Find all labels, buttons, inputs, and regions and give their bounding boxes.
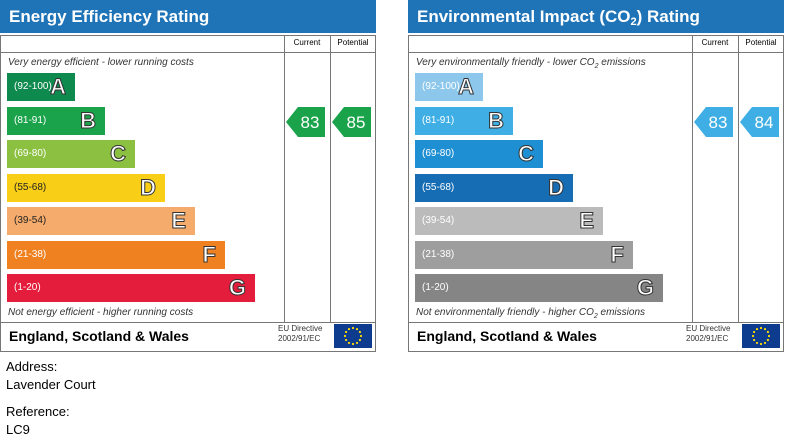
- eu-flag-icon: [742, 324, 780, 348]
- chart-frame: Current Potential Very environmentally f…: [408, 35, 784, 352]
- chart-frame: Current Potential Very energy efficient …: [0, 35, 376, 352]
- potential-rating-arrow: 85: [332, 106, 371, 137]
- band-letter: F: [202, 241, 216, 267]
- band-d: (55-68) D: [415, 173, 573, 202]
- environmental-impact-chart: Environmental Impact (CO2) Rating Curren…: [408, 0, 784, 352]
- chart-title: Energy Efficiency Rating: [0, 0, 376, 33]
- band-e: (39-54) E: [415, 207, 603, 235]
- band-c: (69-80) C: [7, 140, 135, 168]
- band-letter: E: [171, 208, 187, 234]
- band-range: (39-54): [14, 215, 47, 226]
- address-value: Lavender Court: [6, 377, 96, 392]
- band-g: (1-20) G: [415, 274, 663, 302]
- chart-title: Environmental Impact (CO2) Rating: [408, 0, 784, 33]
- reference-value: LC9: [6, 422, 30, 437]
- current-rating-arrow: 83: [286, 106, 325, 137]
- band-range: (69-80): [422, 148, 455, 159]
- band-b: (81-91) B: [7, 106, 105, 135]
- band-letter: C: [110, 141, 127, 167]
- band-range: (92-100): [14, 81, 52, 92]
- band-letter: D: [140, 174, 157, 200]
- energy-efficiency-chart: Energy Efficiency Rating Current Potenti…: [0, 0, 376, 352]
- band-letter: A: [458, 74, 475, 100]
- column-potential: Potential: [337, 38, 369, 47]
- band-range: (92-100): [422, 81, 460, 92]
- top-note: Very energy efficient - lower running co…: [8, 57, 194, 68]
- band-letter: B: [488, 107, 505, 133]
- band-range: (21-38): [14, 248, 47, 260]
- band-f: (21-38) F: [7, 240, 225, 269]
- band-f: (21-38) F: [415, 240, 633, 269]
- band-c: (69-80) C: [415, 140, 543, 168]
- band-e: (39-54) E: [7, 207, 195, 235]
- band-letter: G: [228, 275, 246, 301]
- band-letter: F: [610, 241, 624, 267]
- eu-directive: EU Directive 2002/91/EC: [686, 324, 731, 343]
- bottom-note: Not environmentally friendly - higher CO…: [416, 307, 646, 320]
- band-letter: E: [579, 208, 595, 234]
- band-a: (92-100) A: [7, 73, 75, 101]
- band-d: (55-68) D: [7, 173, 165, 202]
- footer-region: England, Scotland & Wales: [417, 328, 597, 344]
- top-note: Very environmentally friendly - lower CO…: [416, 57, 646, 70]
- current-rating-value: 83: [301, 113, 320, 132]
- column-current: Current: [293, 38, 321, 47]
- current-rating-arrow: 83: [694, 106, 733, 137]
- band-letter: B: [80, 107, 97, 133]
- column-current: Current: [701, 38, 729, 47]
- band-range: (55-68): [14, 181, 47, 193]
- eu-directive: EU Directive 2002/91/EC: [278, 324, 323, 343]
- band-range: (69-80): [14, 148, 47, 159]
- band-range: (21-38): [422, 248, 455, 260]
- band-letter: G: [636, 275, 654, 301]
- band-letter: C: [518, 141, 535, 167]
- band-letter: D: [548, 174, 565, 200]
- band-g: (1-20) G: [7, 274, 255, 302]
- band-range: (55-68): [422, 181, 455, 193]
- eu-flag-icon: [334, 324, 372, 348]
- potential-rating-value: 85: [347, 113, 366, 132]
- reference-label: Reference:: [6, 404, 70, 419]
- band-range: (39-54): [422, 215, 455, 226]
- band-letter: A: [50, 74, 67, 100]
- column-potential: Potential: [745, 38, 777, 47]
- potential-rating-arrow: 84: [740, 106, 779, 137]
- band-range: (81-91): [14, 114, 47, 126]
- footer-region: England, Scotland & Wales: [9, 328, 189, 344]
- address-label: Address:: [6, 359, 58, 374]
- potential-rating-value: 84: [755, 113, 774, 132]
- band-range: (1-20): [422, 282, 449, 293]
- band-range: (1-20): [14, 282, 41, 293]
- band-range: (81-91): [422, 114, 455, 126]
- band-a: (92-100) A: [415, 73, 483, 101]
- bottom-note: Not energy efficient - higher running co…: [8, 307, 194, 318]
- band-b: (81-91) B: [415, 106, 513, 135]
- current-rating-value: 83: [709, 113, 728, 132]
